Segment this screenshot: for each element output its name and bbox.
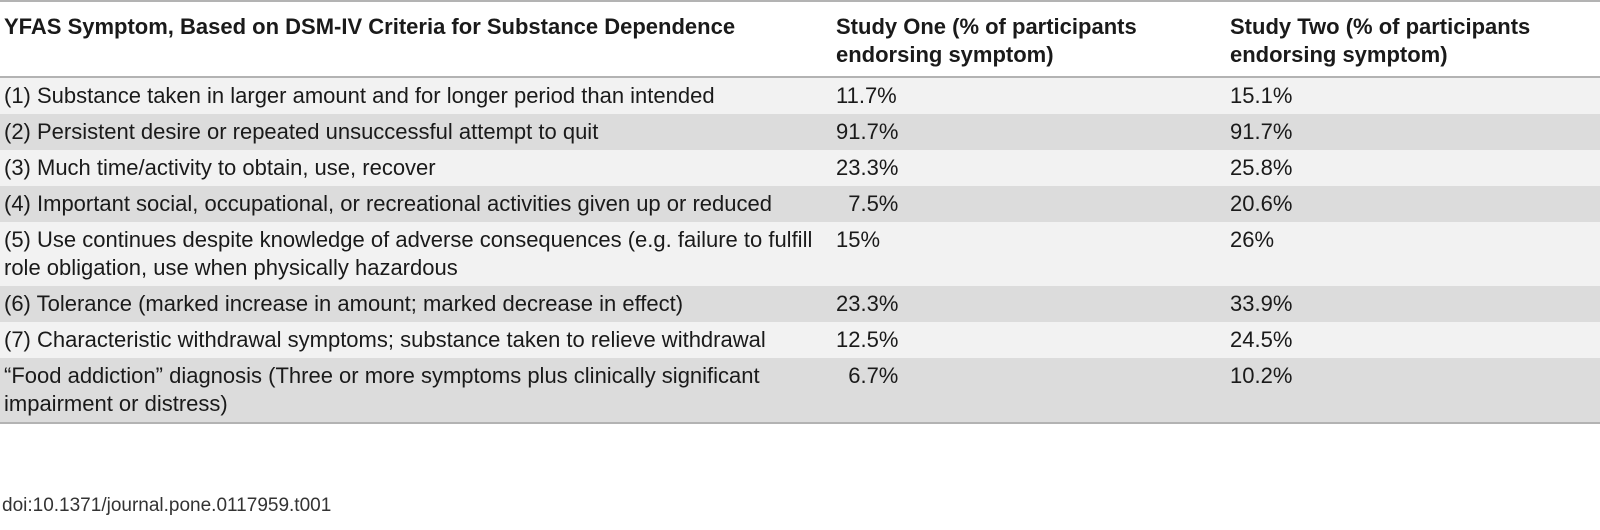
study-one-cell: 11.7%	[836, 77, 1230, 114]
table-row: (5) Use continues despite knowledge of a…	[0, 222, 1600, 286]
symptom-cell: (1) Substance taken in larger amount and…	[0, 77, 836, 114]
symptom-cell: (7) Characteristic withdrawal symptoms; …	[0, 322, 836, 358]
study-one-cell: 91.7%	[836, 114, 1230, 150]
study-two-cell: 26%	[1230, 222, 1600, 286]
symptom-cell: (6) Tolerance (marked increase in amount…	[0, 286, 836, 322]
study-two-cell: 10.2%	[1230, 358, 1600, 424]
table-row: “Food addiction” diagnosis (Three or mor…	[0, 358, 1600, 424]
study-one-cell: 23.3%	[836, 150, 1230, 186]
header-study-one: Study One (% of participants endorsing s…	[836, 0, 1230, 78]
yfas-symptom-table: YFAS Symptom, Based on DSM-IV Criteria f…	[0, 0, 1600, 424]
study-one-cell: 12.5%	[836, 322, 1230, 358]
table-body: (1) Substance taken in larger amount and…	[0, 77, 1600, 424]
table-row: (3) Much time/activity to obtain, use, r…	[0, 150, 1600, 186]
table-row: (6) Tolerance (marked increase in amount…	[0, 286, 1600, 322]
table-row: (7) Characteristic withdrawal symptoms; …	[0, 322, 1600, 358]
table-header: YFAS Symptom, Based on DSM-IV Criteria f…	[0, 0, 1600, 78]
table-row: (1) Substance taken in larger amount and…	[0, 77, 1600, 114]
study-two-cell: 91.7%	[1230, 114, 1600, 150]
table-doi-footnote: doi:10.1371/journal.pone.0117959.t001	[2, 495, 332, 516]
header-symptom: YFAS Symptom, Based on DSM-IV Criteria f…	[0, 0, 836, 78]
symptom-cell: (3) Much time/activity to obtain, use, r…	[0, 150, 836, 186]
symptom-cell: (2) Persistent desire or repeated unsucc…	[0, 114, 836, 150]
header-study-two: Study Two (% of participants endorsing s…	[1230, 0, 1600, 78]
study-one-cell: 7.5%	[836, 186, 1230, 222]
study-one-cell: 15%	[836, 222, 1230, 286]
study-two-cell: 33.9%	[1230, 286, 1600, 322]
table-row: (2) Persistent desire or repeated unsucc…	[0, 114, 1600, 150]
header-row: YFAS Symptom, Based on DSM-IV Criteria f…	[0, 0, 1600, 78]
symptom-cell: “Food addiction” diagnosis (Three or mor…	[0, 358, 836, 424]
study-two-cell: 25.8%	[1230, 150, 1600, 186]
study-two-cell: 20.6%	[1230, 186, 1600, 222]
study-two-cell: 24.5%	[1230, 322, 1600, 358]
table-row: (4) Important social, occupational, or r…	[0, 186, 1600, 222]
yfas-symptom-table-container: YFAS Symptom, Based on DSM-IV Criteria f…	[0, 0, 1600, 424]
symptom-cell: (5) Use continues despite knowledge of a…	[0, 222, 836, 286]
study-two-cell: 15.1%	[1230, 77, 1600, 114]
study-one-cell: 23.3%	[836, 286, 1230, 322]
symptom-cell: (4) Important social, occupational, or r…	[0, 186, 836, 222]
study-one-cell: 6.7%	[836, 358, 1230, 424]
